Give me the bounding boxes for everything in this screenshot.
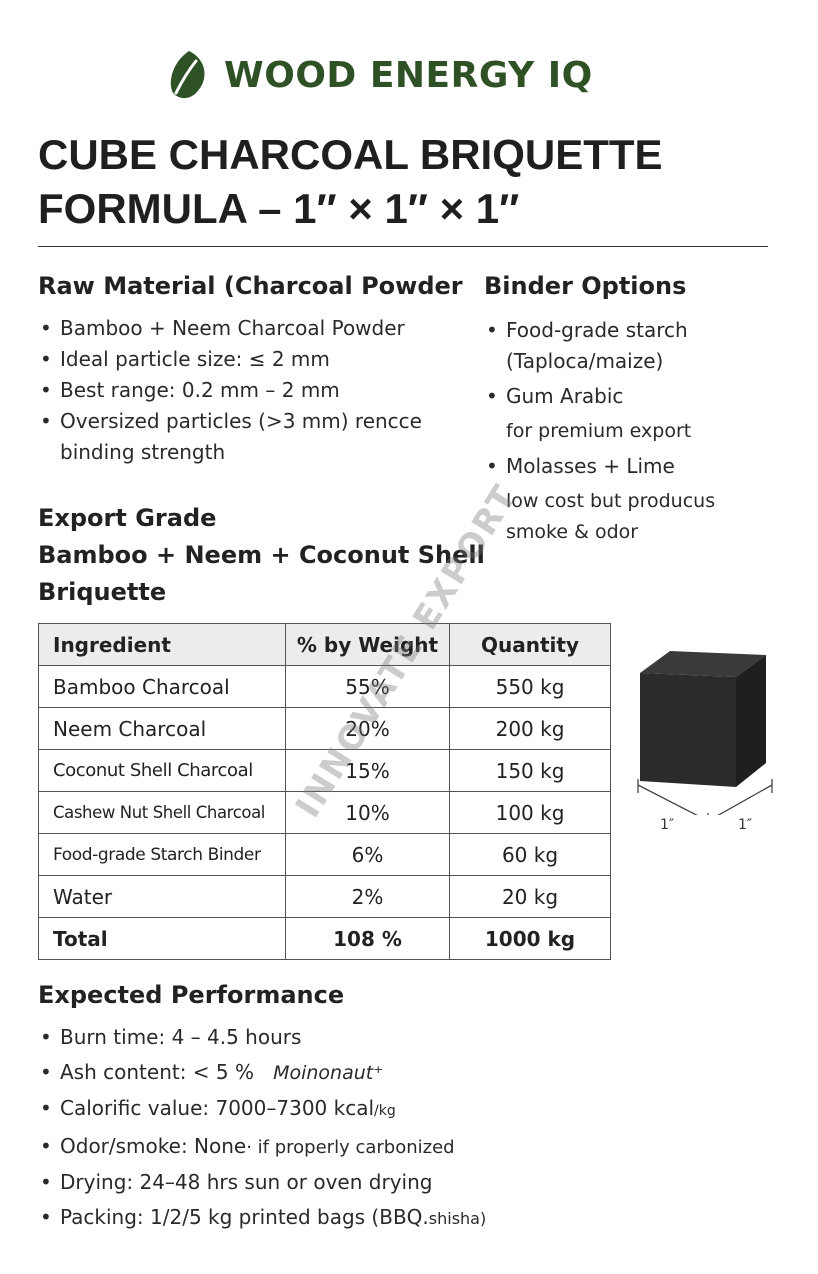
column-header: Ingredient (38, 623, 286, 666)
weight-cell: 15% (285, 749, 450, 792)
page-title: CUBE CHARCOAL BRIQUETTE FORMULA – 1″ × 1… (38, 128, 778, 236)
table-row: Coconut Shell Charcoal 15% 150 kg (38, 749, 611, 792)
list-item: Packing: 1/2/5 kg printed bags (BBQ.shis… (38, 1200, 598, 1236)
list-item: Drying: 24–48 hrs sun or oven drying (38, 1165, 598, 1200)
ingredient-cell: Coconut Shell Charcoal (38, 749, 286, 792)
dimension-label-left: 1″ (660, 817, 675, 833)
title-line-1: CUBE CHARCOAL BRIQUETTE (38, 131, 663, 178)
total-label: Total (38, 917, 286, 960)
title-divider (38, 246, 768, 247)
quantity-cell: 60 kg (449, 833, 611, 876)
ingredient-cell: Bamboo Charcoal (38, 665, 286, 708)
brand-header: WOOD ENERGY IQ (166, 44, 593, 106)
ingredient-cell: Cashew Nut Shell Charcoal (38, 791, 286, 834)
title-line-2: FORMULA – 1″ × 1″ × 1″ (38, 185, 520, 232)
binder-list: Food-grade starch (Taploca/maize) Gum Ar… (484, 315, 794, 548)
performance-list: Burn time: 4 – 4.5 hours Burn time: 4 – … (38, 1020, 598, 1236)
table-total-row: Total 108 % 1000 kg (38, 917, 611, 960)
quantity-cell: 150 kg (449, 749, 611, 792)
performance-heading: Expected Performance (38, 981, 345, 1009)
list-item: Oversized particles (>3 mm) renccebindin… (38, 406, 458, 468)
table-row: Food-grade Starch Binder 6% 60 kg (38, 833, 611, 876)
total-weight: 108 % (285, 917, 450, 960)
list-item: Gum Arabic for premium export (484, 381, 794, 447)
table-header-row: Ingredient % by Weight Quantity (38, 623, 611, 666)
cube-illustration: 1″ 1″ (632, 645, 782, 845)
quantity-cell: 100 kg (449, 791, 611, 834)
formula-table: Ingredient % by Weight Quantity Bamboo C… (38, 623, 611, 960)
list-item: Molasses + Lime low cost but producus sm… (484, 451, 794, 548)
quantity-cell: 200 kg (449, 707, 611, 750)
table-row: Bamboo Charcoal 55% 550 kg (38, 665, 611, 708)
list-item: Best range: 0.2 mm – 2 mm (38, 375, 458, 406)
leaf-icon (170, 51, 205, 99)
ingredient-cell: Water (38, 875, 286, 918)
list-item: Odor/smoke: None· if properly carbonized (38, 1129, 598, 1165)
weight-cell: 2% (285, 875, 450, 918)
list-item: Calorific value: 7000–7300 kcal/kg (38, 1091, 598, 1129)
table-row: Cashew Nut Shell Charcoal 10% 100 kg (38, 791, 611, 834)
dimension-label-right: 1″ (738, 817, 753, 833)
ingredient-cell: Neem Charcoal (38, 707, 286, 750)
raw-material-heading: Raw Material (Charcoal Powder (38, 272, 463, 300)
weight-cell: 10% (285, 791, 450, 834)
total-quantity: 1000 kg (449, 917, 611, 960)
export-grade-heading: Export Grade Bamboo + Neem + Coconut She… (38, 504, 485, 606)
binder-heading: Binder Options (484, 272, 687, 300)
quantity-cell: 550 kg (449, 665, 611, 708)
weight-cell: 6% (285, 833, 450, 876)
list-item: Burn time: 4 – 4.5 hours (38, 1020, 598, 1055)
weight-cell: 55% (285, 665, 450, 708)
list-item: Food-grade starch (Taploca/maize) (484, 315, 794, 377)
ingredient-cell: Food-grade Starch Binder (38, 833, 286, 876)
quantity-cell: 20 kg (449, 875, 611, 918)
list-item: Burn time: 4 – 4.5 hoursAsh content: < 5… (38, 1055, 598, 1091)
charcoal-cube-image (637, 651, 773, 822)
table-row: Water 2% 20 kg (38, 875, 611, 918)
list-item: Ideal particle size: ≤ 2 mm (38, 344, 458, 375)
brand-name: WOOD ENERGY IQ (224, 54, 593, 96)
list-item: Bamboo + Neem Charcoal Powder (38, 313, 458, 344)
column-header: Quantity (449, 623, 611, 666)
raw-material-list: Bamboo + Neem Charcoal Powder Ideal part… (38, 313, 458, 468)
